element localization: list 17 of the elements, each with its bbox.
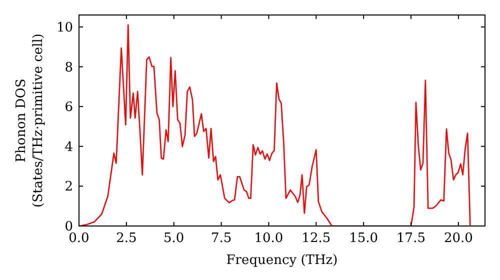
x-tick-label: 12.5 (302, 231, 331, 246)
y-tick-label: 4 (64, 140, 73, 155)
y-tick-label: 10 (56, 20, 73, 36)
y-axis-title: Phonon DOS (States/THz·primitive cell) (14, 33, 46, 208)
x-tick-label: 5.0 (164, 231, 184, 246)
x-tick-label: 10.0 (254, 231, 284, 246)
x-tick-label: 20.0 (444, 231, 473, 246)
line-series (79, 24, 471, 226)
x-tick-label: 2.5 (116, 231, 137, 246)
x-tick-label: 15.0 (349, 231, 378, 246)
x-tick-label: 0.0 (68, 231, 90, 246)
x-axis-title: Frequency (THz) (226, 253, 338, 268)
y-tick-label: 2 (64, 180, 73, 195)
x-tick-label: 17.5 (396, 231, 426, 246)
y-tick-label: 8 (64, 60, 73, 76)
y-tick-label: 6 (64, 100, 73, 116)
x-tick-label: 7.5 (210, 231, 232, 246)
